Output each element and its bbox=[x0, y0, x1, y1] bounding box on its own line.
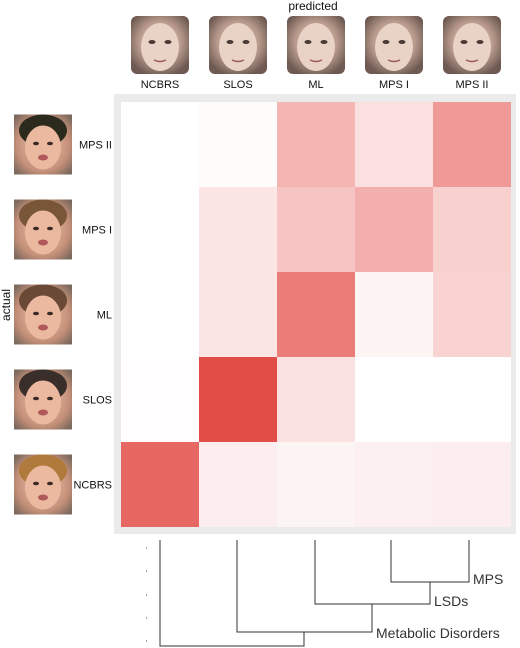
dendrogram-label-lsds: LSDs bbox=[434, 593, 468, 609]
predicted-face-slos bbox=[209, 16, 267, 74]
y-tick-label-mps-i: MPS I bbox=[82, 225, 112, 237]
cell-mps-i-ncbrs bbox=[121, 187, 199, 272]
cell-mps-ii-slos bbox=[199, 102, 277, 187]
cell-mps-i-slos bbox=[199, 187, 277, 272]
predicted-face-ml bbox=[287, 16, 345, 74]
cell-ncbrs-mps-i bbox=[355, 442, 433, 527]
dendrogram bbox=[146, 540, 470, 647]
predicted-face-mps-ii bbox=[443, 16, 501, 74]
heatmap-cells bbox=[121, 102, 511, 527]
predicted-face-mps-i bbox=[365, 16, 423, 74]
actual-photo-slos bbox=[14, 369, 72, 430]
y-tick-label-ml: ML bbox=[97, 310, 112, 322]
cell-ml-ml bbox=[277, 272, 355, 357]
dendrogram-axis-ticks bbox=[146, 547, 147, 642]
cell-mps-i-mps-ii bbox=[433, 187, 511, 272]
actual-photo-ml bbox=[14, 284, 72, 345]
cell-slos-slos bbox=[199, 357, 277, 442]
predicted-class-faces bbox=[131, 16, 501, 74]
actual-class-photos bbox=[14, 114, 72, 515]
cell-ncbrs-ml bbox=[277, 442, 355, 527]
cell-mps-ii-ncbrs bbox=[121, 102, 199, 187]
y-tick-labels: MPS II MPS I ML SLOS NCBRS bbox=[73, 140, 112, 492]
cell-ml-slos bbox=[199, 272, 277, 357]
actual-photo-mps-ii bbox=[14, 114, 72, 175]
x-axis-title: predicted bbox=[288, 0, 337, 13]
dendrogram-lsds-branch bbox=[314, 540, 431, 605]
actual-photo-mps-i bbox=[14, 199, 72, 260]
cell-ml-mps-i bbox=[355, 272, 433, 357]
dendrogram-mps-branch bbox=[390, 540, 470, 583]
cell-slos-ncbrs bbox=[121, 357, 199, 442]
dendrogram-metabolic-branch bbox=[236, 540, 373, 633]
actual-photo-ncbrs bbox=[14, 454, 72, 515]
cell-mps-ii-mps-ii bbox=[433, 102, 511, 187]
x-tick-label-mps-ii: MPS II bbox=[455, 79, 488, 91]
cell-ncbrs-slos bbox=[199, 442, 277, 527]
dendrogram-label-metabolic-disorders: Metabolic Disorders bbox=[376, 625, 500, 641]
cell-slos-ml bbox=[277, 357, 355, 442]
cell-slos-mps-i bbox=[355, 357, 433, 442]
dendrogram-label-mps: MPS bbox=[473, 571, 503, 587]
predicted-face-ncbrs bbox=[131, 16, 189, 74]
x-tick-label-ml: ML bbox=[308, 79, 323, 91]
y-tick-label-slos: SLOS bbox=[83, 395, 112, 407]
y-tick-label-ncbrs: NCBRS bbox=[73, 480, 112, 492]
cell-ml-ncbrs bbox=[121, 272, 199, 357]
cell-ncbrs-mps-ii bbox=[433, 442, 511, 527]
cell-mps-ii-ml bbox=[277, 102, 355, 187]
dendrogram-root-branch bbox=[159, 540, 305, 647]
x-tick-label-slos: SLOS bbox=[223, 79, 252, 91]
cell-slos-mps-ii bbox=[433, 357, 511, 442]
x-tick-label-mps-i: MPS I bbox=[379, 79, 409, 91]
y-axis-title: actual bbox=[0, 289, 13, 321]
cell-ml-mps-ii bbox=[433, 272, 511, 357]
cell-ncbrs-ncbrs bbox=[121, 442, 199, 527]
cell-mps-i-mps-i bbox=[355, 187, 433, 272]
y-tick-label-mps-ii: MPS II bbox=[79, 140, 112, 152]
x-tick-label-ncbrs: NCBRS bbox=[141, 79, 180, 91]
x-tick-labels: NCBRS SLOS ML MPS I MPS II bbox=[141, 79, 489, 91]
cell-mps-ii-mps-i bbox=[355, 102, 433, 187]
cell-mps-i-ml bbox=[277, 187, 355, 272]
